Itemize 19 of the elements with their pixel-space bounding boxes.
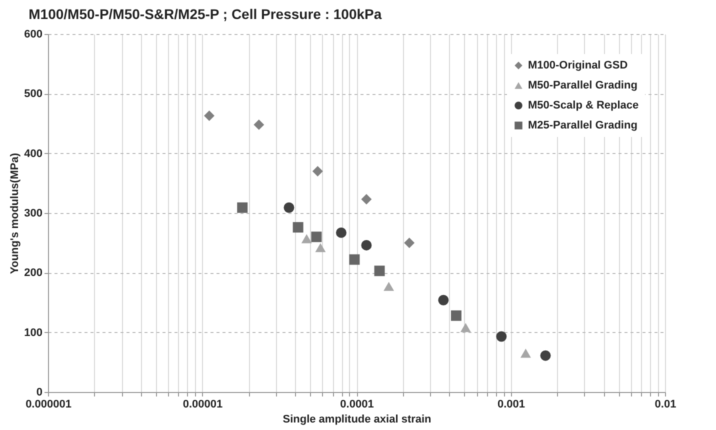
chart-title: M100/M50-P/M50-S&R/M25-P ; Cell Pressure : 100kPa [28,6,382,22]
x-axis-title: Single amplitude axial strain [282,414,432,426]
x-tick-label: 0.01 [654,398,676,410]
y-tick-label: 0 [36,386,42,398]
legend-label: M50-Scalp & Replace [528,100,639,112]
x-tick-label: 0.000001 [26,398,72,410]
y-axis-title: Young's modulus(MPa) [9,152,22,274]
y-tick-label: 500 [24,88,42,100]
legend-label: M50-Parallel Grading [528,80,638,92]
legend-label: M25-Parallel Grading [528,120,638,132]
x-tick-label: 0.00001 [182,398,223,410]
y-tick-label: 200 [24,267,42,280]
y-tick-label: 600 [24,28,42,40]
x-tick-label: 0.001 [497,398,526,410]
y-tick-label: 400 [24,148,42,160]
y-tick-label: 300 [24,208,42,220]
y-tick-label: 100 [24,326,42,339]
legend-label: M100-Original GSD [528,60,628,72]
x-tick-label: 0.0001 [340,398,374,410]
